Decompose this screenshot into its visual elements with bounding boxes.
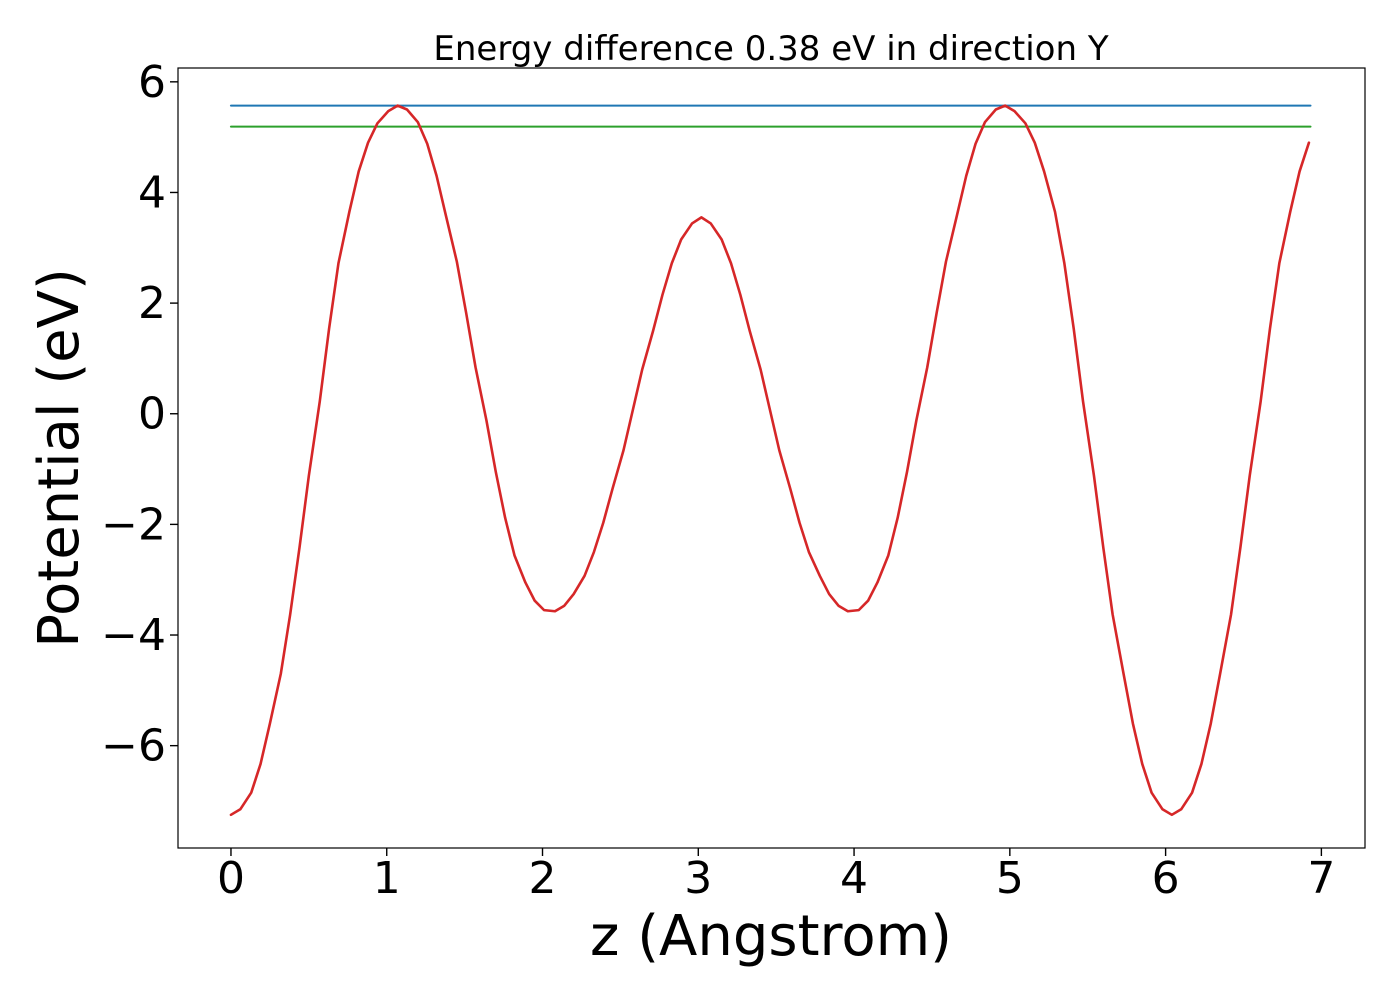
y-axis-ticks: −6 −4 −2 0 2 4 6	[101, 57, 178, 772]
potential-curve-series	[229, 104, 1311, 817]
y-tick-label: 2	[138, 278, 166, 329]
x-tick-label: 2	[529, 853, 557, 904]
y-tick-label: −4	[101, 610, 166, 661]
chart-title: Energy difference 0.38 eV in direction Y	[433, 29, 1108, 69]
y-tick-label: −2	[101, 499, 166, 550]
x-axis-label: z (Angstrom)	[590, 904, 952, 969]
y-tick-label: 0	[138, 389, 166, 440]
y-tick-label: 4	[138, 167, 166, 218]
series-layer	[229, 104, 1312, 817]
plot-area-frame	[177, 67, 1366, 849]
x-tick-label: 5	[996, 853, 1024, 904]
x-axis-ticks: 0 1 2 3 4 5 6 7	[217, 848, 1335, 904]
x-tick-label: 3	[684, 853, 712, 904]
y-axis-label: Potential (eV)	[27, 268, 92, 648]
x-tick-label: 0	[217, 853, 245, 904]
x-tick-label: 4	[840, 853, 868, 904]
y-tick-label: −6	[101, 721, 166, 772]
y-tick-label: 6	[138, 57, 166, 108]
x-tick-label: 1	[373, 853, 401, 904]
x-tick-label: 6	[1152, 853, 1180, 904]
x-tick-label: 7	[1307, 853, 1335, 904]
